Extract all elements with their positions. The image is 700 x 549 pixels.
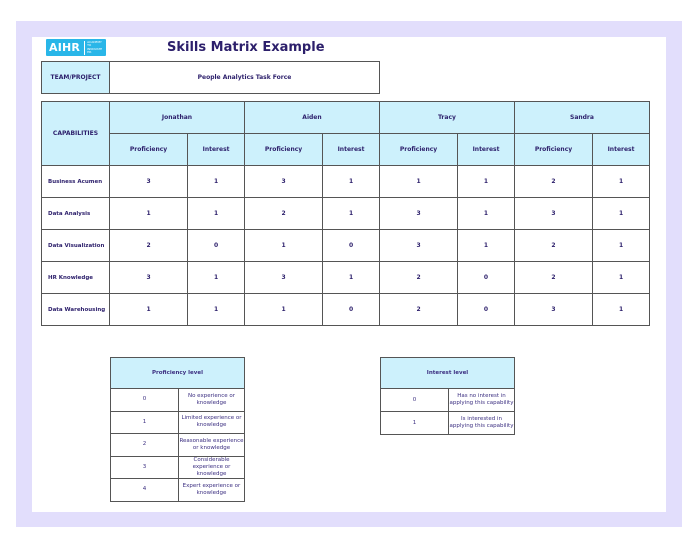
proficiency-score: 1 — [243, 293, 324, 326]
level-value: 0 — [110, 388, 179, 412]
interest-score: 0 — [187, 229, 245, 262]
interest-score: 1 — [592, 261, 650, 294]
proficiency-score: 2 — [513, 229, 594, 262]
proficiency-score: 3 — [378, 229, 459, 262]
interest-score: 1 — [457, 197, 515, 230]
proficiency-header: Proficiency — [378, 133, 459, 166]
level-description: Considerable experience or knowledge — [178, 455, 245, 479]
proficiency-header: Proficiency — [243, 133, 324, 166]
proficiency-header: Proficiency — [108, 133, 189, 166]
table-row: Business Acumen 3 1 3 1 1 1 2 1 — [41, 165, 650, 198]
capability-name: Data Visualization — [41, 229, 110, 262]
proficiency-legend-title: Proficiency level — [110, 357, 245, 389]
table-row: Data Analysis 1 1 2 1 3 1 3 1 — [41, 197, 650, 230]
proficiency-score: 3 — [108, 261, 189, 294]
interest-score: 0 — [322, 229, 380, 262]
level-description: Expert experience or knowledge — [178, 478, 245, 502]
capabilities-header: CAPABILITIES — [41, 101, 110, 166]
proficiency-score: 3 — [108, 165, 189, 198]
legend-row: 3 Considerable experience or knowledge — [110, 455, 245, 479]
capability-name: Business Acumen — [41, 165, 110, 198]
legend-row: 2 Reasonable experience or knowledge — [110, 433, 245, 457]
interest-score: 1 — [457, 229, 515, 262]
proficiency-score: 2 — [378, 293, 459, 326]
level-description: Has no interest in applying this capabil… — [448, 388, 515, 412]
proficiency-score: 2 — [243, 197, 324, 230]
person-header: Jonathan — [109, 101, 245, 134]
capability-name: Data Warehousing — [41, 293, 110, 326]
interest-score: 0 — [322, 293, 380, 326]
interest-legend: Interest level 0 Has no interest in apply… — [380, 357, 515, 435]
table-row: Data Visualization 2 0 1 0 3 1 2 1 — [41, 229, 650, 262]
person-header: Sandra — [513, 101, 651, 134]
aihr-logo: AIHR ACADEMY TO INNOVATE HR — [46, 39, 106, 56]
level-value: 1 — [380, 411, 449, 435]
level-description: Reasonable experience or knowledge — [178, 433, 245, 457]
skills-matrix: CAPABILITIES Jonathan Aiden Tracy Sandra… — [41, 101, 651, 326]
level-value: 4 — [110, 478, 179, 502]
interest-score: 1 — [187, 293, 245, 326]
interest-header: Interest — [322, 133, 380, 166]
legend-row: 1 Is interested in applying this capabili… — [380, 411, 515, 435]
interest-score: 0 — [457, 261, 515, 294]
level-value: 0 — [380, 388, 449, 412]
legend-row: 4 Expert experience or knowledge — [110, 478, 245, 502]
interest-header: Interest — [187, 133, 245, 166]
proficiency-score: 3 — [378, 197, 459, 230]
proficiency-score: 3 — [243, 261, 324, 294]
interest-score: 1 — [592, 197, 650, 230]
interest-header: Interest — [457, 133, 515, 166]
proficiency-score: 1 — [108, 293, 189, 326]
capability-name: Data Analysis — [41, 197, 110, 230]
proficiency-score: 2 — [108, 229, 189, 262]
interest-score: 1 — [187, 197, 245, 230]
interest-score: 1 — [322, 165, 380, 198]
interest-score: 1 — [322, 261, 380, 294]
level-value: 1 — [110, 410, 179, 434]
interest-header: Interest — [592, 133, 650, 166]
interest-score: 1 — [187, 165, 245, 198]
person-header: Tracy — [378, 101, 515, 134]
interest-score: 1 — [592, 165, 650, 198]
legend-row: 1 Limited experience or knowledge — [110, 410, 245, 434]
proficiency-score: 2 — [513, 165, 594, 198]
team-label: TEAM/PROJECT — [41, 61, 110, 94]
level-value: 2 — [110, 433, 179, 457]
interest-legend-title: Interest level — [380, 357, 515, 389]
proficiency-score: 1 — [378, 165, 459, 198]
interest-score: 1 — [592, 229, 650, 262]
table-row: HR Knowledge 3 1 3 1 2 0 2 1 — [41, 261, 650, 294]
proficiency-score: 1 — [108, 197, 189, 230]
person-header: Aiden — [243, 101, 380, 134]
proficiency-score: 2 — [378, 261, 459, 294]
proficiency-legend: Proficiency level 0 No experience or know… — [110, 357, 245, 502]
capability-name: HR Knowledge — [41, 261, 110, 294]
team-table: TEAM/PROJECT People Analytics Task Force — [41, 61, 380, 94]
proficiency-score: 3 — [243, 165, 324, 198]
legend-row: 0 Has no interest in applying this capabi… — [380, 388, 515, 412]
level-description: Limited experience or knowledge — [178, 410, 245, 434]
level-description: Is interested in applying this capabilit… — [448, 411, 515, 435]
proficiency-header: Proficiency — [513, 133, 594, 166]
proficiency-score: 1 — [243, 229, 324, 262]
team-value: People Analytics Task Force — [109, 61, 380, 94]
interest-score: 1 — [187, 261, 245, 294]
interest-score: 1 — [322, 197, 380, 230]
proficiency-score: 3 — [513, 197, 594, 230]
interest-score: 0 — [457, 293, 515, 326]
legend-row: 0 No experience or knowledge — [110, 388, 245, 412]
level-description: No experience or knowledge — [178, 388, 245, 412]
proficiency-score: 3 — [513, 293, 594, 326]
level-value: 3 — [110, 455, 179, 479]
interest-score: 1 — [592, 293, 650, 326]
table-row: Data Warehousing 1 1 1 0 2 0 3 1 — [41, 293, 650, 326]
interest-score: 1 — [457, 165, 515, 198]
proficiency-score: 2 — [513, 261, 594, 294]
page-title: Skills Matrix Example — [167, 40, 325, 55]
